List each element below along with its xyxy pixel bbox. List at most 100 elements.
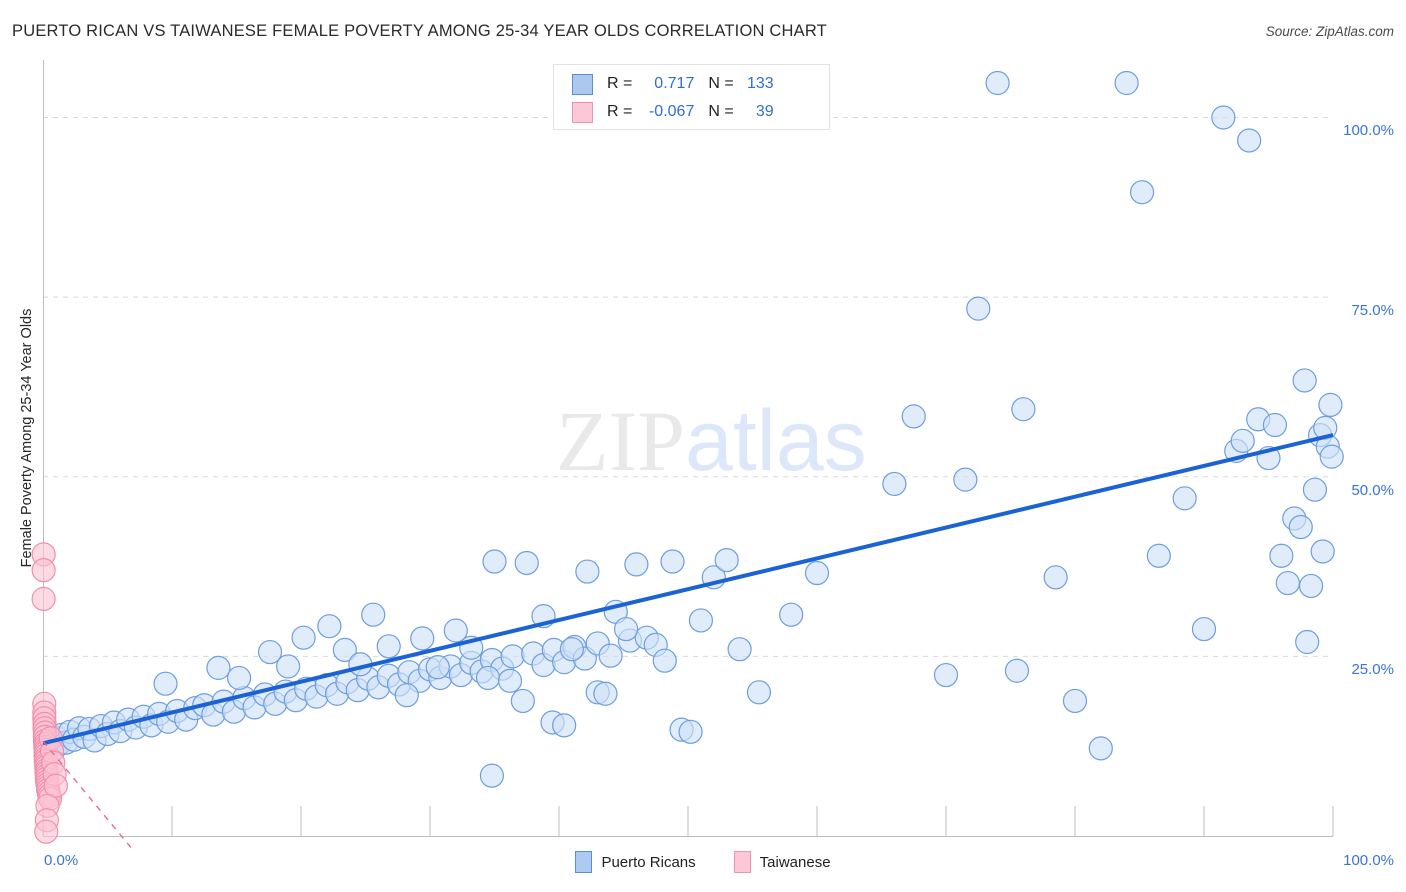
r-label-blue: R = bbox=[607, 75, 633, 92]
data-point bbox=[678, 719, 703, 744]
data-point bbox=[1318, 392, 1343, 417]
data-point bbox=[31, 558, 56, 583]
page-title: PUERTO RICAN VS TAIWANESE FEMALE POVERTY… bbox=[12, 22, 827, 40]
data-point bbox=[688, 608, 714, 633]
data-point bbox=[376, 634, 401, 659]
x-axis-max-label: 100.0% bbox=[1343, 852, 1394, 869]
data-point bbox=[257, 639, 283, 665]
correlation-legend: R = 0.717 N = 133 R = -0.067 N = 39 bbox=[553, 64, 830, 130]
data-point bbox=[613, 616, 639, 642]
n-label-pink: N = bbox=[708, 103, 734, 120]
data-point bbox=[727, 637, 752, 662]
r-value-pink: -0.067 bbox=[648, 103, 695, 120]
data-point bbox=[1237, 128, 1262, 153]
data-point bbox=[332, 637, 357, 663]
n-value-blue: 133 bbox=[746, 75, 774, 92]
data-point bbox=[966, 296, 991, 321]
data-point bbox=[394, 683, 419, 708]
data-point bbox=[652, 648, 677, 673]
data-point bbox=[361, 602, 386, 627]
data-point bbox=[575, 559, 600, 584]
data-point bbox=[593, 681, 618, 706]
data-point bbox=[559, 637, 585, 662]
data-point bbox=[1011, 397, 1036, 422]
plot-area bbox=[31, 60, 1344, 851]
data-point bbox=[1288, 514, 1313, 540]
data-point bbox=[1062, 688, 1088, 714]
data-point bbox=[1262, 412, 1288, 438]
data-point bbox=[1146, 543, 1171, 568]
data-point bbox=[714, 547, 739, 573]
data-point bbox=[500, 644, 525, 669]
data-point bbox=[443, 618, 468, 643]
data-point bbox=[1298, 573, 1324, 599]
data-point bbox=[1319, 444, 1344, 469]
data-point bbox=[1191, 616, 1217, 642]
data-point bbox=[1269, 543, 1294, 568]
data-point bbox=[226, 665, 252, 691]
data-point bbox=[510, 688, 535, 714]
data-point bbox=[1088, 736, 1113, 761]
data-point bbox=[291, 625, 316, 650]
r-label-pink: R = bbox=[607, 103, 633, 120]
n-label-blue: N = bbox=[708, 75, 734, 92]
data-point bbox=[1230, 428, 1255, 453]
series-puerto-ricans bbox=[34, 70, 1344, 788]
y-tick-label: 100.0% bbox=[1343, 122, 1394, 140]
data-point bbox=[1114, 70, 1139, 96]
data-point bbox=[598, 643, 623, 668]
source-label: Source: ZipAtlas.com bbox=[1265, 24, 1394, 39]
plot-svg bbox=[31, 60, 1344, 851]
data-point bbox=[317, 614, 342, 639]
data-point bbox=[479, 763, 505, 788]
data-point bbox=[882, 471, 907, 497]
data-point bbox=[1275, 570, 1300, 596]
data-point bbox=[497, 668, 523, 693]
data-point bbox=[425, 655, 450, 680]
y-axis-title: Female Poverty Among 25-34 Year Olds bbox=[19, 308, 35, 568]
legend-swatch-blue bbox=[572, 73, 593, 95]
data-point bbox=[206, 655, 231, 680]
data-point bbox=[746, 680, 772, 705]
data-point bbox=[1172, 486, 1197, 511]
data-point bbox=[1292, 368, 1317, 393]
n-value-pink: 39 bbox=[755, 103, 774, 120]
data-point bbox=[34, 819, 59, 844]
data-point bbox=[804, 560, 830, 586]
data-point bbox=[482, 549, 507, 574]
correlation-row-puerto-rican: R = 0.717 N = 133 bbox=[554, 70, 829, 98]
data-point bbox=[1004, 658, 1030, 683]
data-point bbox=[779, 602, 804, 627]
data-point bbox=[410, 626, 435, 651]
series-legend: Puerto Ricans Taiwanese bbox=[0, 851, 1406, 873]
y-tick-label: 75.0% bbox=[1351, 302, 1394, 320]
data-point bbox=[1129, 180, 1155, 205]
correlation-row-taiwanese: R = -0.067 N = 39 bbox=[554, 98, 829, 126]
legend-swatch-pink bbox=[572, 101, 593, 123]
data-point bbox=[1302, 477, 1328, 502]
data-point bbox=[660, 549, 685, 574]
data-point bbox=[552, 713, 577, 738]
legend-square-puerto-ricans bbox=[575, 851, 593, 873]
data-point bbox=[514, 550, 539, 576]
legend-item-puerto-ricans[interactable]: Puerto Ricans bbox=[575, 851, 696, 873]
data-point bbox=[1043, 565, 1068, 590]
r-value-blue: 0.717 bbox=[654, 75, 695, 92]
data-point bbox=[153, 671, 178, 696]
legend-label-taiwanese: Taiwanese bbox=[759, 853, 831, 871]
legend-label-puerto-ricans: Puerto Ricans bbox=[601, 853, 696, 871]
y-tick-label: 25.0% bbox=[1351, 661, 1394, 679]
data-point bbox=[624, 552, 649, 577]
legend-square-taiwanese bbox=[733, 851, 751, 873]
legend-item-taiwanese[interactable]: Taiwanese bbox=[733, 851, 831, 873]
data-point bbox=[276, 654, 301, 679]
data-point bbox=[475, 665, 501, 691]
y-tick-label: 50.0% bbox=[1351, 481, 1394, 499]
data-point bbox=[933, 662, 959, 688]
trendline-puerto-ricans bbox=[42, 433, 1334, 746]
data-point bbox=[1310, 539, 1335, 564]
data-point bbox=[31, 586, 56, 611]
data-point bbox=[953, 467, 978, 492]
series-taiwanese bbox=[31, 542, 68, 844]
